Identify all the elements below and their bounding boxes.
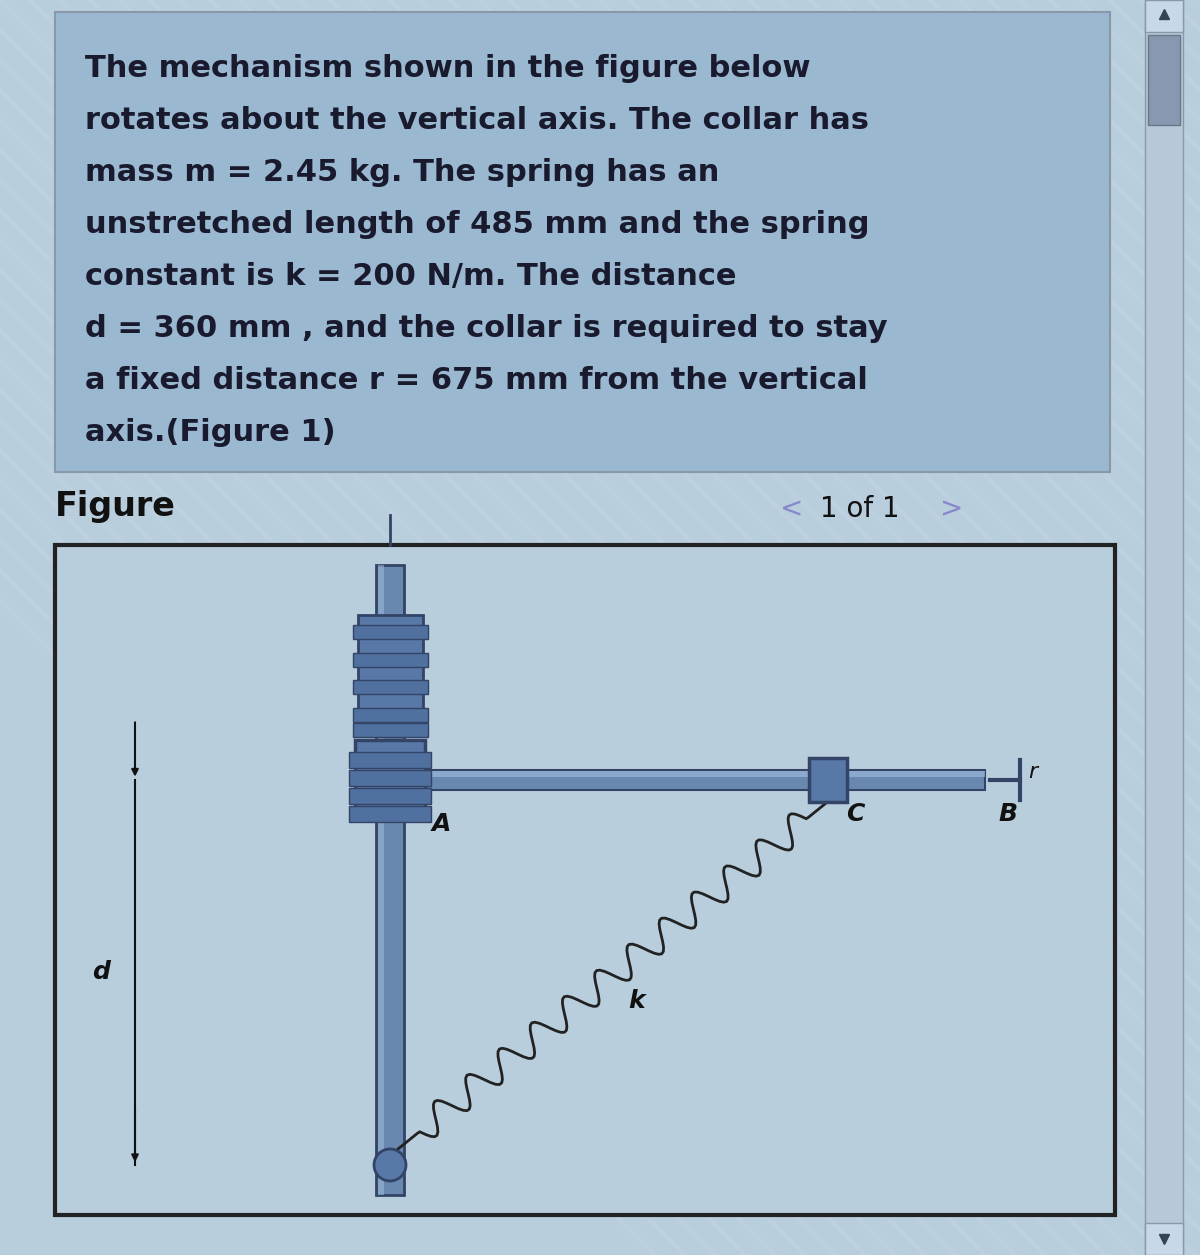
- Text: mass m = 2.45 kg. The spring has an: mass m = 2.45 kg. The spring has an: [85, 158, 719, 187]
- Bar: [353, 680, 428, 694]
- Bar: [349, 769, 431, 786]
- Text: unstretched length of 485 mm and the spring: unstretched length of 485 mm and the spr…: [85, 210, 870, 238]
- Bar: [1148, 35, 1180, 126]
- Bar: [1145, 0, 1183, 1255]
- Text: B: B: [998, 802, 1018, 826]
- Bar: [355, 739, 425, 820]
- Text: The mechanism shown in the figure below: The mechanism shown in the figure below: [85, 54, 810, 83]
- Bar: [378, 565, 384, 1195]
- Bar: [349, 752, 431, 768]
- Bar: [358, 615, 424, 735]
- Text: rotates about the vertical axis. The collar has: rotates about the vertical axis. The col…: [85, 105, 869, 136]
- Text: 1 of 1: 1 of 1: [820, 494, 900, 523]
- Text: r: r: [1028, 762, 1037, 782]
- Bar: [349, 806, 431, 822]
- Bar: [55, 13, 1110, 472]
- Text: Figure: Figure: [55, 489, 176, 523]
- Bar: [1145, 1224, 1183, 1255]
- Bar: [353, 723, 428, 737]
- Bar: [55, 545, 1115, 1215]
- Text: constant is k = 200 N/m. The distance: constant is k = 200 N/m. The distance: [85, 262, 737, 291]
- Bar: [353, 653, 428, 666]
- Text: a fixed distance r = 675 mm from the vertical: a fixed distance r = 675 mm from the ver…: [85, 366, 868, 395]
- Bar: [1145, 0, 1183, 31]
- Bar: [349, 787, 431, 803]
- Text: A: A: [432, 812, 451, 836]
- Circle shape: [374, 1150, 406, 1181]
- Bar: [809, 758, 847, 802]
- Bar: [425, 769, 985, 789]
- Bar: [353, 708, 428, 722]
- Text: k: k: [628, 989, 644, 1013]
- Bar: [376, 565, 404, 1195]
- Text: C: C: [846, 802, 864, 826]
- Text: >: >: [940, 494, 964, 523]
- Text: axis.(Figure 1): axis.(Figure 1): [85, 418, 336, 447]
- Text: d = 360 mm , and the collar is required to stay: d = 360 mm , and the collar is required …: [85, 314, 888, 343]
- Text: <: <: [780, 494, 803, 523]
- Bar: [353, 625, 428, 639]
- Bar: [425, 771, 985, 777]
- Text: d: d: [92, 960, 110, 984]
